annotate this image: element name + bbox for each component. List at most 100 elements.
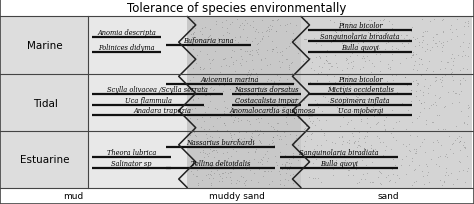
Point <box>228 115 235 118</box>
Point <box>382 149 389 152</box>
Point <box>377 183 384 186</box>
Point <box>406 134 413 137</box>
Point <box>332 31 340 34</box>
Point <box>341 154 348 157</box>
Text: Scopimera inflata: Scopimera inflata <box>330 96 390 104</box>
Point <box>248 40 255 43</box>
Point <box>199 68 207 71</box>
Point <box>205 35 213 38</box>
Point <box>407 57 415 60</box>
Point <box>403 83 410 87</box>
Point <box>373 32 380 35</box>
Point <box>280 106 287 109</box>
Point <box>402 57 410 60</box>
Point <box>338 69 346 72</box>
Point <box>346 21 354 24</box>
Point <box>449 90 457 93</box>
Text: Anomalocardia squamosa: Anomalocardia squamosa <box>229 106 316 114</box>
Point <box>252 49 260 52</box>
Point <box>325 62 333 65</box>
Point <box>306 51 314 54</box>
Point <box>331 88 338 92</box>
Point <box>281 135 289 138</box>
Point <box>420 101 428 104</box>
Text: Tolerance of species environmentally: Tolerance of species environmentally <box>128 2 346 15</box>
Point <box>286 42 293 46</box>
Point <box>252 129 259 132</box>
Point <box>189 32 197 35</box>
Point <box>234 85 241 88</box>
Point <box>191 27 199 31</box>
Point <box>362 129 370 133</box>
Point <box>340 84 347 88</box>
Point <box>310 104 318 107</box>
Point <box>374 109 382 113</box>
Point <box>302 38 310 41</box>
Point <box>438 76 446 79</box>
Point <box>307 67 314 70</box>
Point <box>381 128 388 131</box>
Point <box>260 85 268 89</box>
Point <box>328 141 336 144</box>
Point <box>464 114 471 118</box>
Point <box>236 26 243 30</box>
Point <box>453 19 461 22</box>
Point <box>432 104 439 108</box>
Point <box>375 169 383 173</box>
Point <box>348 27 356 30</box>
Point <box>360 147 367 150</box>
Point <box>206 34 213 37</box>
Point <box>283 23 291 27</box>
Point <box>444 61 452 64</box>
Point <box>355 90 362 94</box>
Point <box>423 48 431 51</box>
Point <box>219 177 226 180</box>
Point <box>412 180 420 183</box>
Point <box>367 147 374 150</box>
Point <box>445 135 452 138</box>
Point <box>268 179 276 183</box>
Point <box>338 108 346 111</box>
Point <box>419 39 427 43</box>
Point <box>225 156 232 160</box>
Point <box>258 158 265 162</box>
Point <box>449 64 456 68</box>
Point <box>416 145 424 148</box>
Point <box>301 121 309 124</box>
Point <box>300 61 307 64</box>
Point <box>206 58 213 61</box>
Point <box>242 97 249 101</box>
Point <box>236 24 243 27</box>
Point <box>280 183 288 186</box>
Point <box>255 53 262 56</box>
Point <box>331 55 338 58</box>
Point <box>335 27 343 30</box>
Point <box>302 157 310 160</box>
Point <box>285 64 293 68</box>
Point <box>355 101 362 104</box>
Point <box>234 42 242 45</box>
Point <box>313 102 320 105</box>
Point <box>414 135 421 138</box>
Point <box>455 169 463 173</box>
Point <box>268 170 275 173</box>
Point <box>215 93 223 96</box>
Point <box>318 31 325 34</box>
Point <box>418 170 426 173</box>
Point <box>348 110 356 113</box>
Point <box>432 33 439 36</box>
Point <box>230 133 238 136</box>
Point <box>307 133 315 136</box>
Point <box>199 130 207 133</box>
Point <box>206 67 213 70</box>
Point <box>292 24 300 28</box>
Point <box>385 39 393 42</box>
Point <box>221 170 228 174</box>
Point <box>401 45 408 48</box>
Point <box>355 136 363 140</box>
Point <box>360 146 368 150</box>
Point <box>286 99 294 102</box>
Point <box>419 31 427 34</box>
Point <box>264 109 272 112</box>
Point <box>373 122 380 125</box>
